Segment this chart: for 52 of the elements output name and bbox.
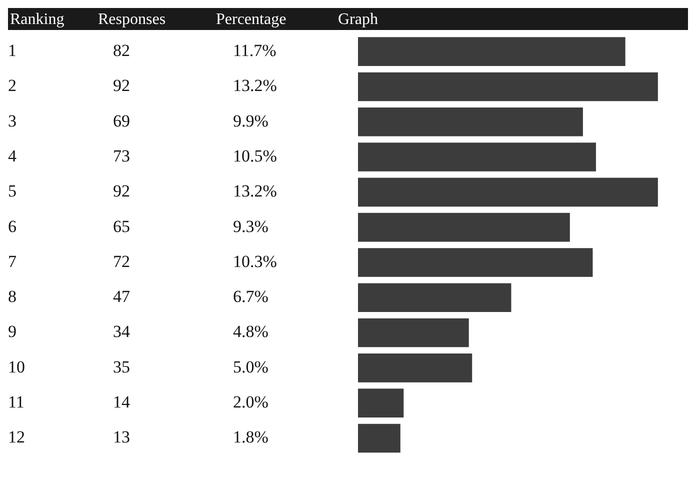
- y-tick-label: 3: [8, 111, 16, 130]
- bar: [358, 424, 400, 453]
- y-tick-label: 10: [8, 357, 25, 376]
- text: 4.8%: [233, 322, 268, 342]
- data-label: 92: [113, 182, 130, 201]
- y-tick-label: 1: [8, 41, 16, 60]
- text: Percentage: [216, 11, 286, 28]
- data-label: 65: [113, 216, 130, 236]
- text: 9.9%: [233, 111, 268, 130]
- data-label: 13: [113, 428, 130, 447]
- bar: [358, 142, 596, 172]
- text: 6.7%: [233, 287, 268, 306]
- text: 11.7%: [233, 41, 276, 60]
- y-tick-label: 4: [8, 146, 17, 166]
- data-label: 14: [113, 392, 130, 412]
- y-tick-label: 6: [8, 216, 16, 236]
- text: 10.5%: [233, 146, 277, 166]
- y-tick-label: 9: [8, 322, 16, 342]
- bar: [358, 37, 626, 66]
- bar: [358, 72, 658, 102]
- x-axis-title: Graph: [338, 11, 378, 28]
- text: 9.3%: [233, 216, 268, 236]
- text: 5.0%: [233, 357, 268, 376]
- data-label: 73: [113, 146, 130, 166]
- data-label: 92: [113, 76, 130, 96]
- y-tick-label: 7: [8, 252, 17, 271]
- y-axis-title: Ranking: [10, 11, 64, 28]
- y-tick-label: 8: [8, 287, 16, 306]
- text: 13.2%: [233, 76, 277, 96]
- data-label: 47: [113, 287, 130, 306]
- text: 1.8%: [233, 428, 268, 447]
- text: 2.0%: [233, 392, 268, 412]
- bar: [358, 283, 512, 312]
- y-tick-label: 12: [8, 428, 25, 447]
- bar: [358, 388, 404, 418]
- text: 10.3%: [233, 252, 277, 271]
- y-tick-label: 11: [8, 392, 24, 412]
- data-label: 82: [113, 41, 130, 60]
- data-label: 34: [113, 322, 130, 342]
- data-label: 72: [113, 252, 130, 271]
- bar: [358, 107, 583, 136]
- text: 13.2%: [233, 182, 277, 201]
- bar: [358, 212, 570, 242]
- data-label: 35: [113, 357, 130, 376]
- bar: [358, 318, 469, 348]
- bar: [358, 178, 658, 207]
- data-label: 69: [113, 111, 130, 130]
- bar: [358, 354, 472, 382]
- y-tick-label: 5: [8, 182, 16, 201]
- bar: [358, 248, 593, 277]
- text: Responses: [98, 11, 166, 28]
- y-tick-label: 2: [8, 76, 16, 96]
